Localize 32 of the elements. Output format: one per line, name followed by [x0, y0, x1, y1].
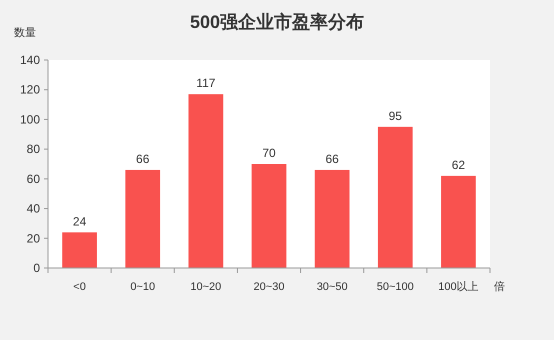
- x-tick-label: 20~30: [254, 281, 284, 293]
- x-tick-label: 10~20: [190, 281, 222, 293]
- y-axis-title: 数量: [14, 27, 36, 39]
- x-tick-label: 0~10: [130, 281, 156, 293]
- y-tick-label: 60: [26, 172, 40, 186]
- y-tick-label: 0: [33, 261, 40, 275]
- data-label: 95: [388, 108, 402, 123]
- bar: [441, 176, 476, 268]
- data-label: 66: [325, 152, 340, 166]
- data-label: 62: [452, 158, 466, 172]
- chart-title: 500强企业市盈率分布: [190, 12, 364, 32]
- y-tick-label: 100: [20, 112, 40, 126]
- bar: [125, 170, 160, 268]
- x-tick-label: <0: [73, 281, 86, 293]
- y-tick-label: 120: [20, 82, 40, 97]
- x-tick-label: 100以上: [438, 280, 479, 293]
- bar: [252, 164, 286, 268]
- y-tick-label: 20: [26, 231, 40, 246]
- data-label: 117: [196, 76, 216, 90]
- bar: [378, 126, 413, 268]
- data-label: 66: [136, 152, 150, 166]
- data-label: 24: [72, 214, 87, 228]
- x-tick-label: 30~50: [316, 281, 348, 293]
- bar: [314, 170, 350, 268]
- data-label: 70: [262, 146, 276, 160]
- bar: [188, 94, 224, 268]
- y-tick-label: 140: [20, 53, 40, 67]
- x-tick-label: 50~100: [376, 281, 414, 293]
- x-axis-title: 倍: [494, 280, 505, 293]
- y-tick-label: 40: [26, 202, 40, 216]
- bar: [62, 232, 97, 268]
- y-tick-label: 80: [26, 142, 40, 156]
